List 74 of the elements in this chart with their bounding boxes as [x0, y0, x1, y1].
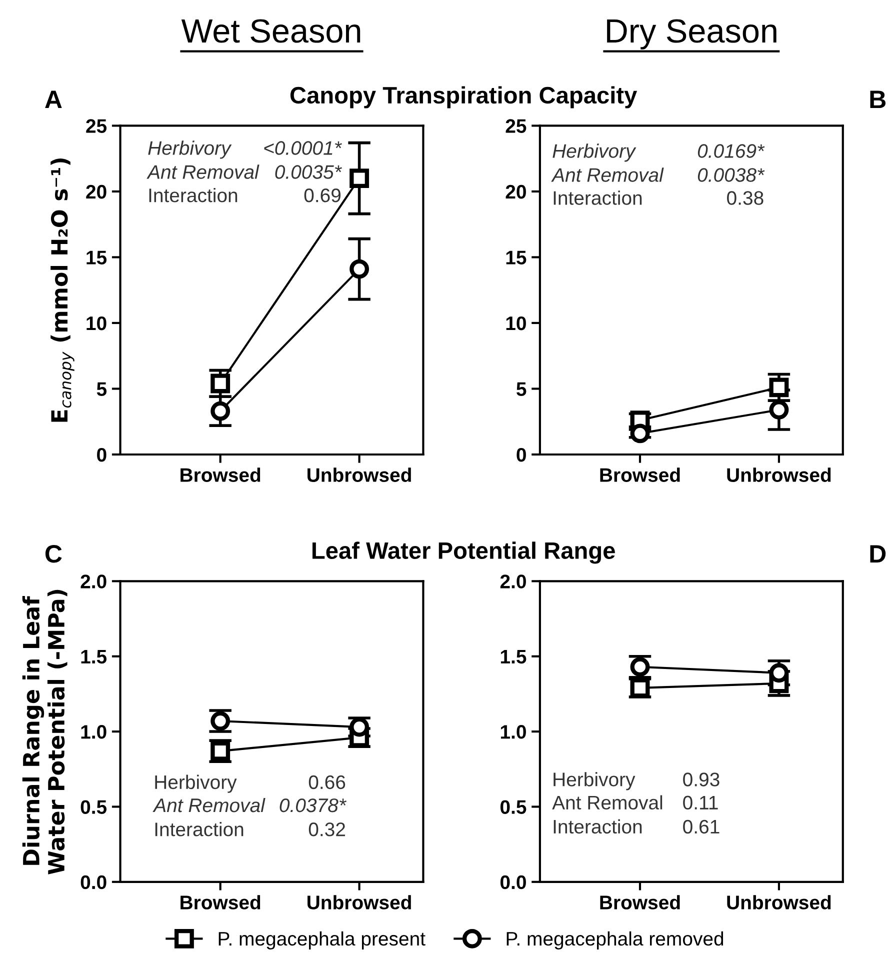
- annotation: 0.93: [683, 772, 720, 786]
- y-tick-label: 2.0: [80, 574, 106, 588]
- y-tick-label: 0: [516, 448, 526, 462]
- y-tick-label: 20: [86, 184, 106, 199]
- annotation: 0.69: [304, 188, 341, 202]
- x-tick-label: Unbrowsed: [308, 468, 411, 482]
- y-tick-label: 10: [86, 316, 106, 330]
- y-tick-label: 1.0: [81, 725, 106, 739]
- point: [210, 374, 230, 394]
- annotation: Interaction: [554, 190, 642, 205]
- y-tick-label: 20: [506, 184, 526, 199]
- y-tick-label: 1.5: [500, 650, 526, 664]
- annotation: 0.66: [308, 775, 346, 790]
- y-axis-title: Diurnal Range in Leaf Water Potential (-MPa): [22, 590, 68, 874]
- point: [769, 663, 789, 683]
- x-tick-label: Unbrowsed: [308, 895, 411, 910]
- text: C: [45, 545, 62, 563]
- y-tick-label: 0.0: [80, 875, 106, 890]
- x-tick-label: Browsed: [600, 895, 680, 910]
- x-tick-label: Browsed: [600, 468, 680, 482]
- annotation: Interaction: [554, 819, 642, 834]
- annotation: Ant Removal: [146, 164, 260, 179]
- annotation: 0.61: [683, 820, 720, 834]
- point: [350, 168, 370, 188]
- text: B: [870, 90, 886, 108]
- point: [350, 259, 370, 279]
- y-tick-label: 25: [86, 119, 107, 133]
- chart-subtitle: Dry Season: [607, 19, 776, 50]
- annotation: Herbivory: [554, 772, 636, 790]
- annotation: 0.0169*: [698, 144, 765, 158]
- y-tick-label: 15: [506, 250, 526, 264]
- y-axis-title: E$_{canopy}$ (mmol H₂O s⁻¹): [50, 158, 74, 422]
- chart-subtitle: Wet Season: [181, 19, 360, 43]
- annotation: 0.0035*: [275, 165, 342, 179]
- y-tick-label: 5: [516, 382, 526, 396]
- point: [210, 401, 230, 421]
- y-tick-label: 10: [506, 316, 526, 330]
- x-tick-label: Unbrowsed: [727, 895, 831, 910]
- chart-title: Canopy Transpiration Capacity: [290, 86, 638, 108]
- y-tick-label: 0.0: [500, 875, 526, 890]
- text: D: [870, 545, 886, 562]
- annotation: 0.32: [308, 822, 346, 836]
- x-tick-label: Unbrowsed: [727, 468, 831, 482]
- y-tick-label: 2.0: [500, 574, 526, 588]
- y-tick-label: 1.0: [500, 725, 526, 739]
- point: [769, 400, 789, 420]
- annotation: 0.11: [683, 796, 718, 810]
- annotation: 0.0378*: [280, 798, 347, 812]
- y-tick-label: 0.5: [500, 800, 526, 814]
- annotation: Herbivory: [155, 774, 237, 793]
- y-tick-label: 0: [97, 448, 106, 462]
- annotation: Interaction: [155, 822, 244, 836]
- annotation: Ant Removal: [551, 168, 664, 182]
- legend-label: P. megacephala present: [218, 931, 426, 950]
- point: [630, 424, 650, 444]
- legend-label: P. megacephala removed: [506, 931, 724, 950]
- annotation: 0.38: [727, 191, 764, 205]
- annotation: Herbivory: [148, 140, 232, 159]
- y-tick-label: 25: [506, 119, 526, 133]
- annotation: Ant Removal: [152, 798, 266, 812]
- point: [769, 378, 789, 398]
- y-tick-label: 0.5: [80, 800, 107, 814]
- y-tick-label: 5: [96, 382, 107, 396]
- y-tick-label: 15: [86, 250, 107, 264]
- annotation: Ant Removal: [552, 795, 662, 810]
- x-tick-label: Browsed: [180, 468, 260, 482]
- y-tick-label: 1.5: [81, 650, 107, 664]
- text: A: [45, 90, 62, 108]
- x-tick-label: Browsed: [180, 895, 260, 910]
- annotation: Herbivory: [552, 144, 636, 162]
- annotation: 0.0038*: [698, 168, 765, 182]
- annotation: <0.0001*: [264, 141, 342, 155]
- chart-title: Leaf Water Potential Range: [312, 542, 615, 564]
- annotation: Interaction: [149, 188, 238, 202]
